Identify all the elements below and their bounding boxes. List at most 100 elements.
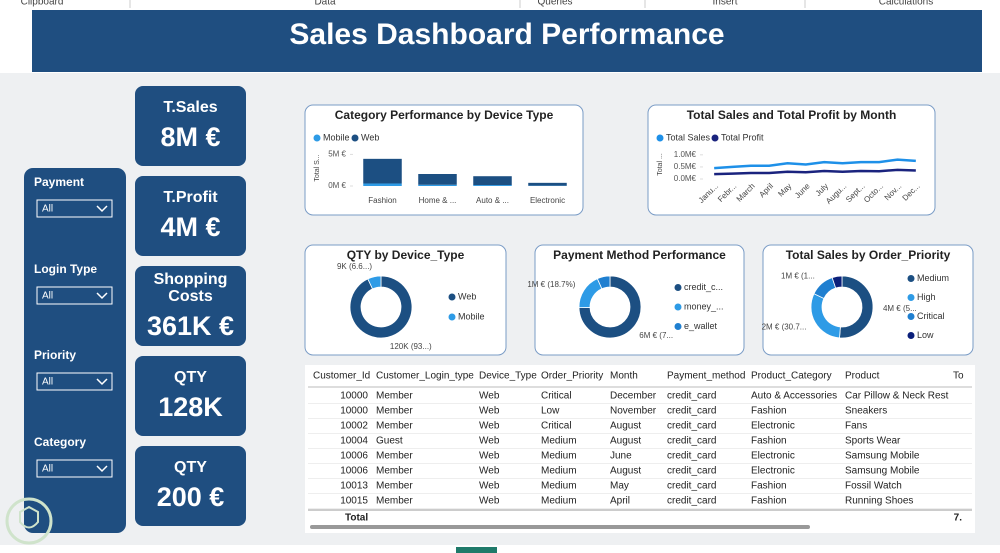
table-cell: Fashion xyxy=(751,406,787,417)
table-cell: Web xyxy=(479,436,500,447)
kpi-label: T.Sales xyxy=(163,99,218,116)
filter-value: All xyxy=(42,464,53,475)
ribbon-group-label: Clipboard xyxy=(21,0,64,8)
legend-label: e_wallet xyxy=(684,321,718,331)
scrollbar[interactable] xyxy=(310,525,810,529)
table-cell: Member xyxy=(376,496,413,507)
column-header: Product_Category xyxy=(751,371,832,382)
legend-label: Web xyxy=(458,291,476,301)
data-label: 4M € (5... xyxy=(883,304,917,313)
table-cell: Car Pillow & Neck Rest xyxy=(845,391,949,402)
filter-value: All xyxy=(42,291,53,302)
legend-marker xyxy=(907,275,915,282)
table-cell: Fashion xyxy=(751,481,787,492)
legend-marker xyxy=(907,313,915,320)
chart-title: Category Performance by Device Type xyxy=(335,108,554,122)
y-tick-label: 0M € xyxy=(328,181,346,190)
table-cell: credit_card xyxy=(667,481,716,492)
x-tick-label: Home & ... xyxy=(419,196,457,205)
chart-title: Total Sales by Order_Priority xyxy=(786,248,951,262)
bar-segment xyxy=(363,158,402,184)
kpi-value: 4M € xyxy=(160,212,221,242)
table-cell: Medium xyxy=(541,436,577,447)
table-cell: Fashion xyxy=(751,436,787,447)
kpi-value: 128K xyxy=(158,392,223,422)
legend-label: Total Profit xyxy=(721,132,764,142)
table-cell: December xyxy=(610,391,657,402)
table-cell: Sports Wear xyxy=(845,436,901,447)
table-cell: Electronic xyxy=(751,421,795,432)
filter-dropdown[interactable] xyxy=(36,199,113,218)
table-cell: credit_card xyxy=(667,451,716,462)
filter-label: Category xyxy=(34,435,86,449)
line-series xyxy=(714,168,916,176)
legend-label: Web xyxy=(361,132,379,142)
table-cell: Member xyxy=(376,421,413,432)
table-cell: Guest xyxy=(376,436,403,447)
y-axis-title: Total ... xyxy=(657,153,664,176)
filter-value: All xyxy=(42,377,53,388)
legend-marker xyxy=(674,323,682,330)
table-cell: August xyxy=(610,466,641,477)
table-cell: Web xyxy=(479,481,500,492)
legend-marker xyxy=(907,332,915,339)
legend-label: Total Sales xyxy=(666,132,711,142)
dropdown-chevron xyxy=(96,205,108,213)
legend-label: credit_c... xyxy=(684,282,723,292)
filter-dropdown[interactable] xyxy=(36,372,113,391)
legend-label: Medium xyxy=(917,273,949,283)
bar-segment xyxy=(363,183,402,186)
column-header: Device_Type xyxy=(479,371,537,382)
filter-panel xyxy=(24,168,126,533)
kpi-label: T.Profit xyxy=(163,189,218,206)
column-header: Customer_Login_type xyxy=(376,371,474,382)
legend-marker xyxy=(656,134,664,142)
total-label: Total xyxy=(345,513,368,524)
table-cell: Samsung Mobile xyxy=(845,451,920,462)
table-cell: Member xyxy=(376,391,413,402)
filter-dropdown[interactable] xyxy=(36,286,113,305)
table-cell: Medium xyxy=(541,466,577,477)
legend-label: money_... xyxy=(684,301,724,311)
kpi-label: QTY xyxy=(174,369,207,386)
kpi-label: Shopping Costs xyxy=(153,270,228,305)
filter-dropdown[interactable] xyxy=(36,459,113,478)
table-cell: credit_card xyxy=(667,466,716,477)
logo xyxy=(5,497,53,545)
page-title: Sales Dashboard Performance xyxy=(289,18,724,51)
table-cell: Electronic xyxy=(751,451,795,462)
table-cell: Web xyxy=(479,421,500,432)
table-cell: Member xyxy=(376,466,413,477)
table-cell: credit_card xyxy=(667,406,716,417)
table-cell: 10006 xyxy=(340,451,368,462)
legend-label: Critical xyxy=(917,311,945,321)
column-header: Payment_method xyxy=(667,371,745,382)
legend-label: High xyxy=(917,292,936,302)
ribbon-group-label: Queries xyxy=(537,0,572,8)
table-cell: November xyxy=(610,406,657,417)
chart-title: Total Sales and Total Profit by Month xyxy=(687,108,897,122)
kpi-card: QTY 128K xyxy=(135,356,246,436)
active-tab[interactable] xyxy=(456,547,497,553)
ribbon-group-label: Calculations xyxy=(879,0,933,8)
column-header: Order_Priority xyxy=(541,371,603,382)
legend-marker xyxy=(674,284,682,291)
bar-segment xyxy=(418,174,457,185)
filter-label: Payment xyxy=(34,175,84,189)
total-value: 7. xyxy=(954,513,963,524)
y-tick-label: 0.5M€ xyxy=(674,162,697,171)
x-tick-label: Electronic xyxy=(530,196,565,205)
chart-title: Payment Method Performance xyxy=(553,248,726,262)
table-cell: credit_card xyxy=(667,421,716,432)
legend-label: Low xyxy=(917,330,934,340)
legend-marker xyxy=(313,134,321,142)
column-header: Product xyxy=(845,371,880,382)
table-cell: credit_card xyxy=(667,496,716,507)
data-label: 1M € (1... xyxy=(781,271,815,280)
table-cell: Web xyxy=(479,496,500,507)
chart-panel xyxy=(304,104,584,216)
donut-slice xyxy=(578,275,642,339)
data-label: 120K (93...) xyxy=(390,342,432,351)
